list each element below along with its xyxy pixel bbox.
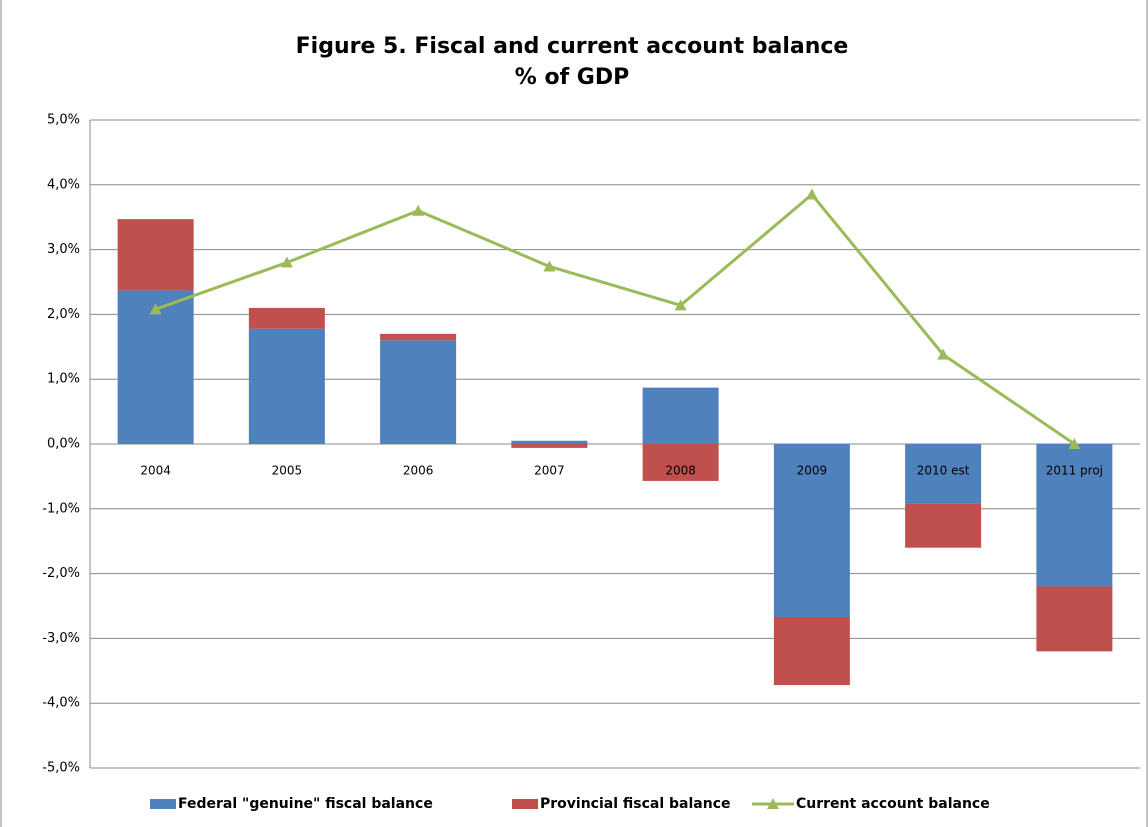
line-marker bbox=[543, 260, 556, 272]
bar bbox=[773, 444, 850, 618]
line-marker bbox=[1068, 438, 1081, 449]
legend-label: Provincial fiscal balance bbox=[540, 796, 731, 812]
bar bbox=[117, 219, 194, 291]
bar bbox=[511, 440, 588, 444]
legend-label: Federal "genuine" fiscal balance bbox=[178, 796, 433, 812]
bar bbox=[248, 328, 325, 444]
y-tick-label: 3,0% bbox=[47, 242, 80, 257]
line-marker bbox=[937, 348, 950, 360]
bar bbox=[117, 290, 194, 444]
chart-title: Figure 5. Fiscal and current account bal… bbox=[296, 34, 849, 59]
legend-label: Current account balance bbox=[796, 796, 990, 812]
x-tick-label: 2004 bbox=[140, 464, 171, 478]
line-marker bbox=[280, 256, 293, 268]
bar bbox=[905, 503, 982, 548]
line-marker bbox=[805, 188, 818, 200]
bar bbox=[642, 444, 719, 481]
bar bbox=[380, 333, 457, 341]
line-marker bbox=[674, 299, 687, 311]
y-tick-label: 1,0% bbox=[47, 372, 80, 387]
bar bbox=[773, 617, 850, 686]
legend-swatch bbox=[150, 799, 176, 809]
x-tick-label: 2005 bbox=[272, 464, 303, 478]
chart-subtitle: % of GDP bbox=[515, 65, 630, 90]
x-tick-label: 2008 bbox=[665, 464, 696, 478]
y-tick-label: -5,0% bbox=[42, 761, 80, 776]
line-marker bbox=[412, 204, 425, 216]
y-tick-label: -1,0% bbox=[42, 501, 80, 516]
x-tick-label: 2006 bbox=[403, 464, 434, 478]
bar bbox=[380, 340, 457, 444]
legend-swatch bbox=[512, 799, 538, 809]
bar bbox=[1036, 586, 1113, 652]
y-tick-label: 2,0% bbox=[47, 307, 80, 322]
bar bbox=[248, 307, 325, 329]
y-tick-label: 5,0% bbox=[47, 113, 80, 128]
x-tick-label: 2009 bbox=[797, 464, 828, 478]
y-tick-label: -4,0% bbox=[42, 696, 80, 711]
bar bbox=[1036, 444, 1113, 587]
bar bbox=[642, 387, 719, 444]
y-tick-label: 4,0% bbox=[47, 177, 80, 192]
y-tick-label: -3,0% bbox=[42, 631, 80, 646]
y-tick-label: 0,0% bbox=[47, 437, 80, 452]
legend-swatch bbox=[767, 798, 779, 809]
line-series bbox=[155, 192, 1076, 446]
y-tick-label: -2,0% bbox=[42, 566, 80, 581]
x-tick-label: 2011 proj bbox=[1046, 464, 1103, 478]
bar bbox=[511, 444, 588, 448]
bar bbox=[905, 444, 982, 504]
x-tick-label: 2007 bbox=[534, 464, 565, 478]
line-marker bbox=[149, 303, 162, 315]
x-tick-label: 2010 est bbox=[917, 464, 970, 478]
